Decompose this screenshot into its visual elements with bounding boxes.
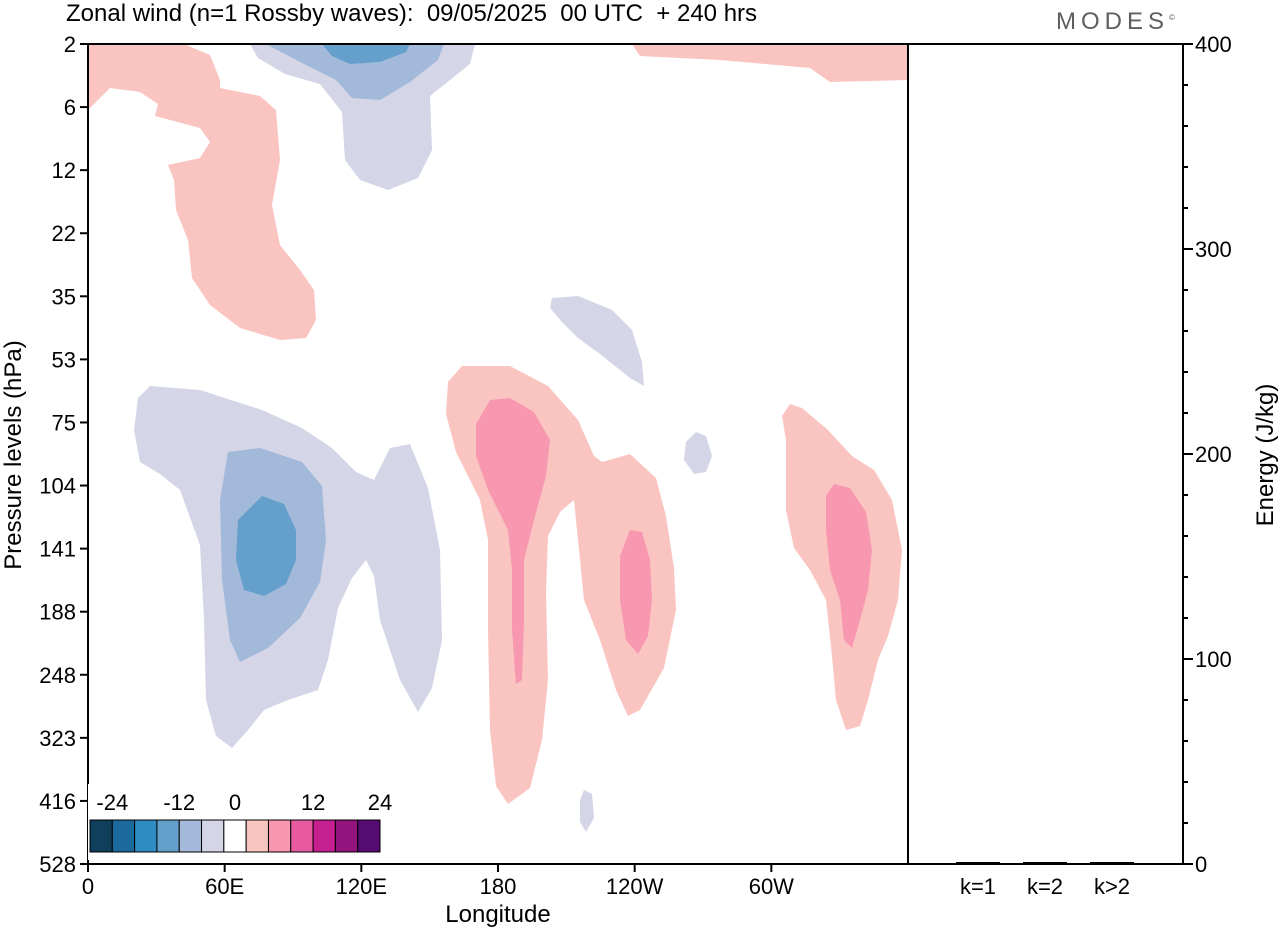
- longitude-tick-label: 120W: [606, 874, 664, 899]
- contour-pos-weak-strato: [88, 44, 316, 340]
- energy-tick-label: 0: [1195, 852, 1207, 877]
- colorbar-cell: [245, 819, 269, 853]
- pressure-tick-label: 22: [52, 221, 76, 246]
- colorbar-cell: [134, 819, 158, 853]
- contour-neg-strong-tropo: [236, 496, 296, 596]
- longitude-tick-label: 60E: [205, 874, 244, 899]
- colorbar-cell: [178, 819, 203, 853]
- modes-logo: MODES©: [1056, 8, 1175, 36]
- contour-pos-mod-dateline: [476, 398, 550, 684]
- colorbar-cell: [111, 819, 136, 853]
- energy-bars: [956, 862, 1134, 864]
- energy-tick-label: 200: [1195, 442, 1232, 467]
- y-axis-title: Pressure levels (hPa): [0, 340, 27, 569]
- pressure-tick-label: 75: [52, 410, 76, 435]
- contour-neg-mod-strato: [266, 44, 444, 100]
- copyright-mark: ©: [1169, 13, 1175, 22]
- colorbar-cell: [334, 819, 359, 853]
- pressure-tick-label: 12: [52, 158, 76, 183]
- pressure-ticks: 2 6 12 22 35 53 75 104 141 188 248 323 416 528: [39, 32, 88, 877]
- longitude-tick-label: 60W: [749, 874, 794, 899]
- contour-pos-weak-top-right: [632, 44, 908, 82]
- energy-tick-label: 400: [1195, 32, 1232, 57]
- longitude-tick-label: 0: [82, 874, 94, 899]
- colorbar-tick-label: 12: [301, 790, 325, 815]
- pressure-tick-label: 2: [64, 32, 76, 57]
- colorbar-labels: -24 -12 0 12 24: [96, 790, 392, 815]
- wavenumber-labels: k=1 k=2 k>2: [960, 874, 1130, 899]
- longitude-tick-label: 120E: [336, 874, 387, 899]
- longitude-ticks: 0 60E 120E 180 120W 60W: [82, 864, 794, 899]
- energy-ticks: 0 100 200 300 400: [1183, 32, 1232, 877]
- energy-panel: 0 100 200 300 400 k=1 k=2 k>2 Energy (J/kg): [907, 32, 1279, 899]
- colorbar-cell: [267, 819, 292, 853]
- contour-neg-weak-small: [684, 432, 712, 474]
- chart-title: Zonal wind (n=1 Rossby waves): 09/05/202…: [66, 0, 758, 27]
- contour-neg-weak-mid: [550, 296, 644, 386]
- colorbar-cells: [89, 819, 381, 853]
- energy-bar: [956, 862, 1000, 864]
- colorbar-cell: [201, 819, 225, 853]
- contour-fills: [88, 44, 908, 832]
- colorbar-tick-label: -12: [163, 790, 195, 815]
- pressure-tick-label: 35: [52, 284, 76, 309]
- colorbar-cell: [223, 819, 247, 853]
- energy-bar: [1023, 862, 1067, 864]
- contour-neg-weak-strato: [250, 44, 475, 190]
- pressure-tick-label: 528: [39, 852, 76, 877]
- colorbar-cell: [357, 819, 381, 853]
- colorbar-tick-label: 24: [368, 790, 392, 815]
- pressure-tick-label: 6: [64, 95, 76, 120]
- contour-panel: 0 60E 120E 180 120W 60W 2 6 12 22 35 53 75 104 141 188…: [0, 32, 909, 928]
- contour-pos-mod-30w: [826, 484, 872, 648]
- colorbar-cell: [89, 819, 113, 853]
- pressure-tick-label: 53: [52, 347, 76, 372]
- energy-bar: [1090, 862, 1134, 864]
- colorbar-tick-label: -24: [96, 790, 128, 815]
- energy-axis-title: Energy (J/kg): [1252, 384, 1279, 527]
- brand-text: MODES: [1056, 8, 1170, 35]
- colorbar-tick-label: 0: [229, 790, 241, 815]
- pressure-tick-label: 416: [39, 789, 76, 814]
- pressure-tick-label: 104: [39, 474, 76, 499]
- contour-neg-weak-tiny: [580, 790, 594, 832]
- contour-neg-strong-strato: [322, 44, 410, 64]
- colorbar-cell: [156, 819, 180, 853]
- colorbar-legend: -24 -12 0 12 24: [88, 784, 392, 860]
- energy-tick-label: 100: [1195, 647, 1232, 672]
- x-axis-title: Longitude: [445, 901, 550, 928]
- wavenumber-label: k=2: [1027, 874, 1063, 899]
- longitude-tick-label: 180: [480, 874, 517, 899]
- pressure-tick-label: 248: [39, 663, 76, 688]
- energy-tick-label: 300: [1195, 237, 1232, 262]
- wavenumber-label: k=1: [960, 874, 996, 899]
- wavenumber-label: k>2: [1094, 874, 1130, 899]
- colorbar-cell: [312, 819, 336, 853]
- colorbar-cell: [290, 819, 314, 853]
- pressure-tick-label: 323: [39, 726, 76, 751]
- pressure-tick-label: 188: [39, 600, 76, 625]
- pressure-tick-label: 141: [39, 537, 76, 562]
- contour-pos-mod-120w: [620, 530, 652, 654]
